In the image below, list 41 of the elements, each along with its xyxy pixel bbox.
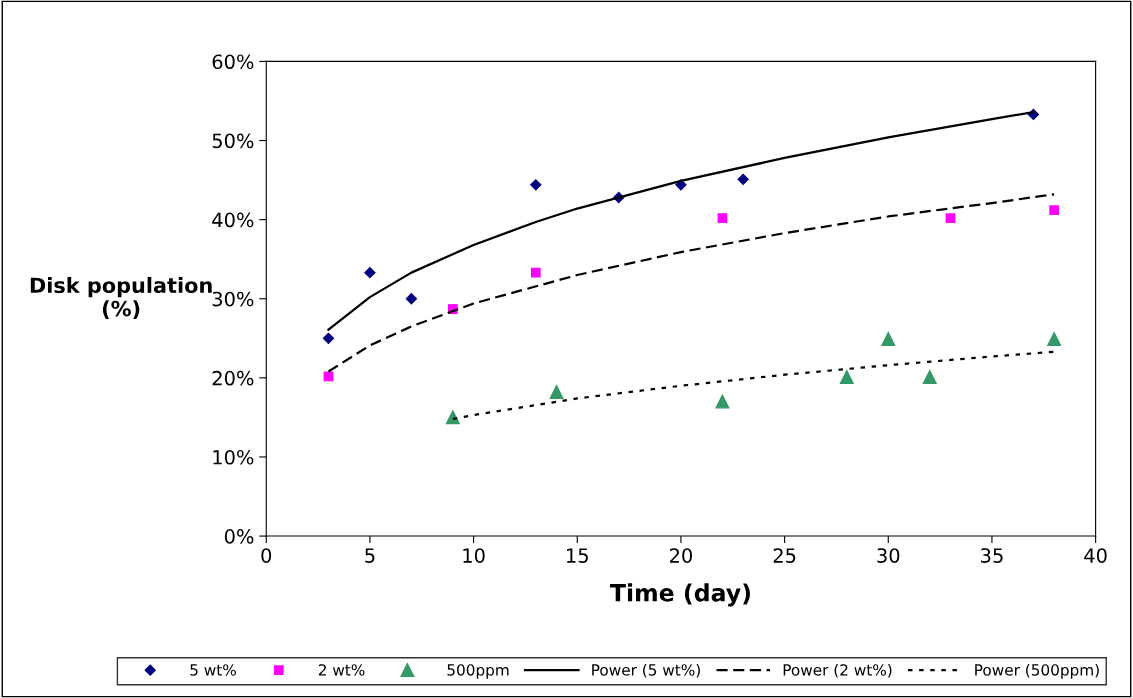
point [364,267,376,279]
point [549,385,564,400]
y-tick-label: 0% [224,529,254,544]
legend-label: 5 wt% [190,664,236,676]
y-tick-label: 50% [212,133,254,149]
x-tick-label: 30 [877,548,900,563]
legend-label: 2 wt% [318,664,365,676]
x-tick-label: 40 [1084,548,1107,563]
x-tick-label: 10 [463,548,485,563]
point [717,213,728,223]
x-tick-label: 0 [261,548,272,563]
y-tick-label: 20% [212,370,254,386]
point [530,267,541,278]
legend-label: Power (500ppm) [975,663,1099,679]
point [881,332,896,347]
point [405,293,417,305]
y-tick-label: 30% [212,291,254,307]
point [737,173,749,185]
y-tick-label: 60% [212,54,254,70]
point [1049,205,1060,216]
x-tick-label: 15 [567,548,588,563]
point [445,410,460,425]
point [839,370,854,385]
point [1047,332,1062,347]
point [715,394,730,409]
legend-label: 500ppm [447,664,509,679]
x-tick-label: 5 [365,548,375,563]
legend-label: Power (5 wt%) [592,663,700,678]
legend-label: Power (2 wt%) [783,663,892,678]
x-tick-label: 20 [669,548,693,563]
y-tick-label: 40% [212,212,254,228]
point [945,213,956,223]
point [322,332,335,344]
x-axis-title: Time (day) [609,583,750,607]
point [323,371,334,382]
x-tick-label: 35 [981,548,1003,563]
point [530,179,542,191]
point [922,370,937,385]
y-tick-label: 10% [213,449,254,465]
x-tick-label: 25 [773,548,796,563]
y-axis-title: Disk population (%) [30,277,212,319]
